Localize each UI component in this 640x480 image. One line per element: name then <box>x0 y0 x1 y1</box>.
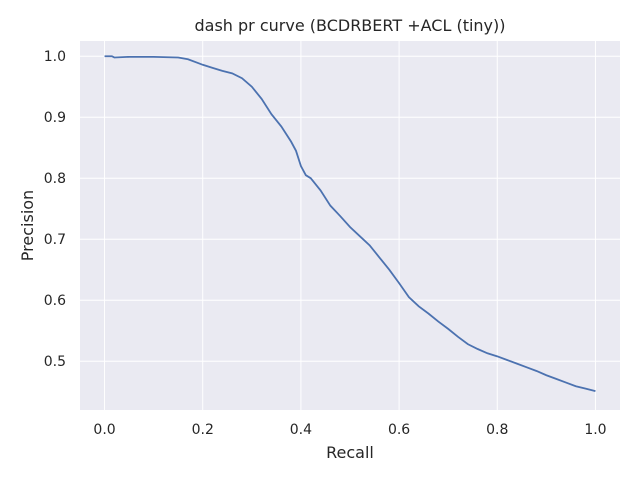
plot-area <box>80 41 620 410</box>
y-tick-label: 0.9 <box>44 110 66 126</box>
grid-lines <box>80 41 620 410</box>
y-tick-label: 0.6 <box>44 293 66 309</box>
x-tick-label: 0.2 <box>192 422 214 438</box>
x-tick-label: 0.6 <box>388 422 410 438</box>
y-tick-label: 1.0 <box>44 49 66 65</box>
x-tick-label: 0.0 <box>93 422 115 438</box>
chart-title: dash pr curve (BCDRBERT +ACL (tiny)) <box>195 16 506 35</box>
y-tick-label: 0.8 <box>44 171 66 187</box>
y-tick-label: 0.7 <box>44 232 66 248</box>
x-axis-label: Recall <box>326 443 374 462</box>
y-tick-labels: 0.5 0.6 0.7 0.8 0.9 1.0 <box>44 49 66 370</box>
y-tick-label: 0.5 <box>44 354 66 370</box>
pr-curve-line <box>104 55 596 392</box>
x-tick-label: 0.4 <box>290 422 312 438</box>
x-tick-label: 0.8 <box>486 422 508 438</box>
x-tick-labels: 0.0 0.2 0.4 0.6 0.8 1.0 <box>93 422 606 438</box>
y-axis-label: Precision <box>18 190 37 261</box>
x-tick-label: 1.0 <box>584 422 606 438</box>
